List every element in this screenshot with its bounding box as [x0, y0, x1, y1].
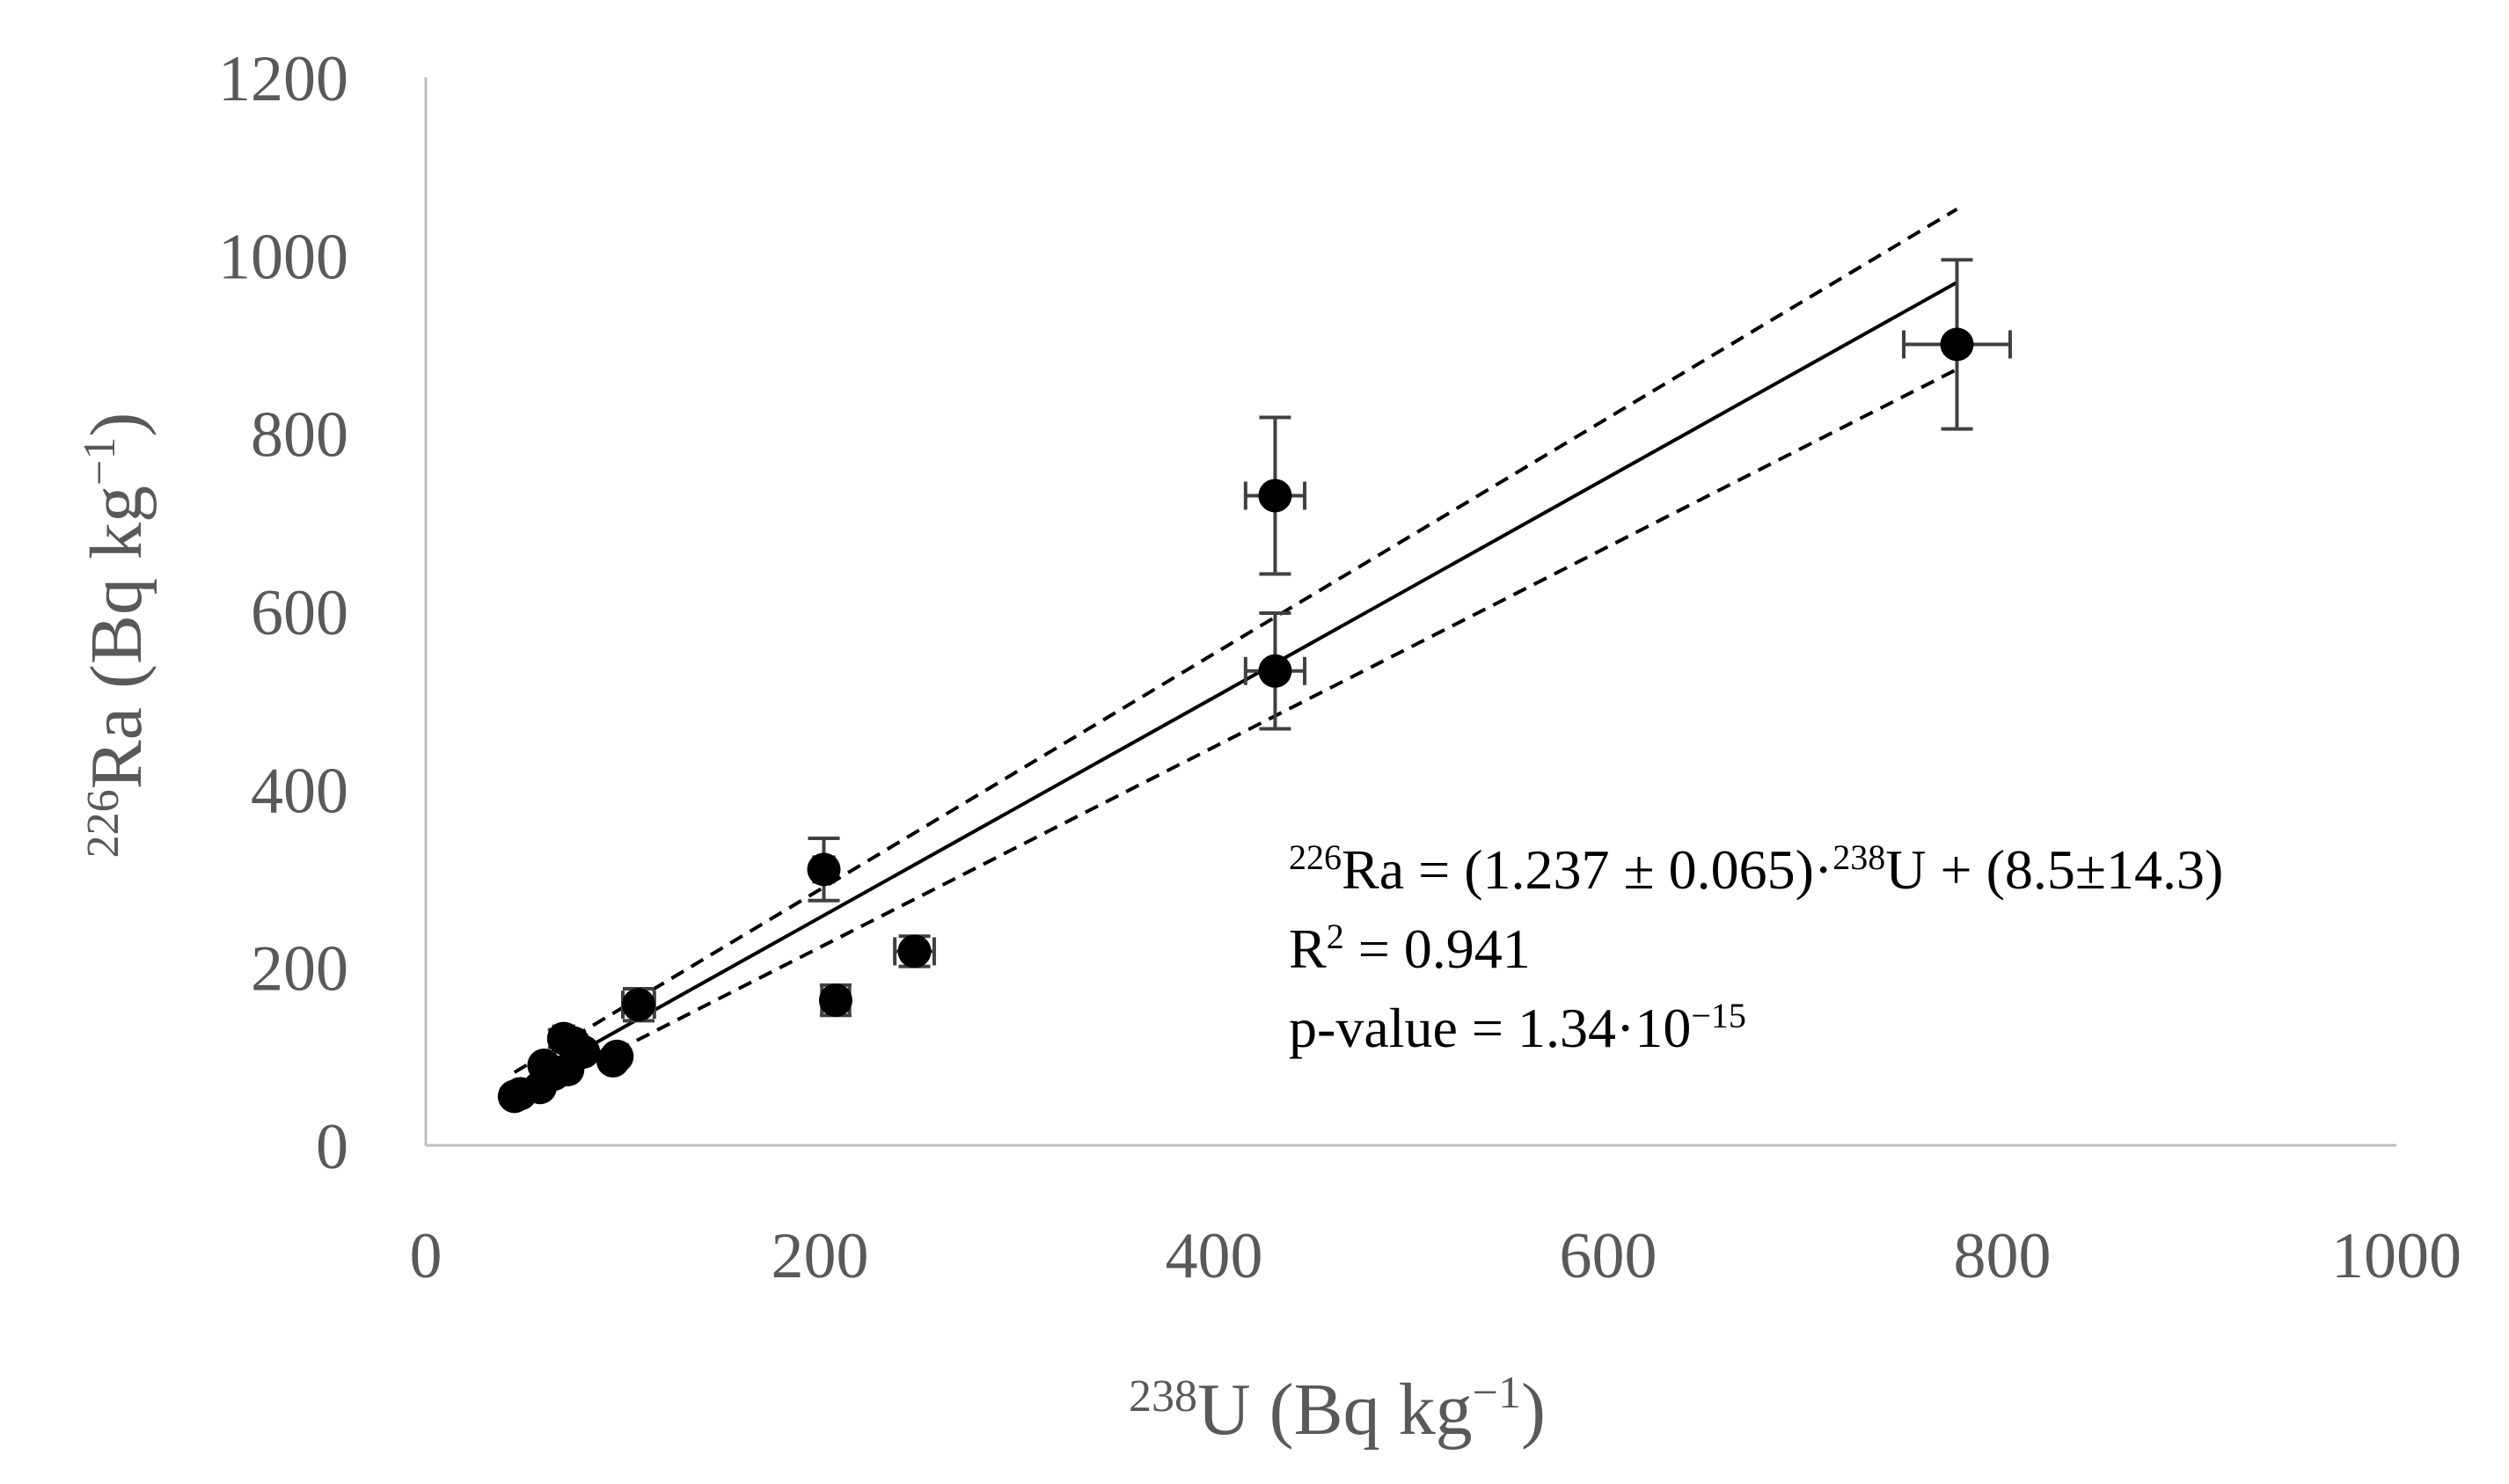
regression-equation: 226Ra = (1.237 ± 0.065)·238U + (8.5±14.3… — [1289, 837, 2223, 901]
data-point — [818, 983, 852, 1018]
x-tick-label: 0 — [410, 1220, 443, 1292]
x-axis: 0 200 400 600 800 1000 — [410, 1144, 2461, 1292]
x-tick-label: 200 — [772, 1220, 869, 1292]
y-tick-label: 400 — [251, 755, 348, 827]
p-value: p-value = 1.34·10−15 — [1289, 996, 1746, 1059]
y-tick-label: 0 — [316, 1111, 348, 1183]
r-squared: R2 = 0.941 — [1289, 917, 1531, 980]
y-axis-title: 226Ra (Bq kg−1) — [75, 413, 157, 859]
data-point — [807, 852, 841, 887]
y-tick-label: 200 — [251, 933, 348, 1005]
data-point — [1258, 654, 1292, 688]
data-point — [621, 988, 655, 1022]
regression-line — [513, 281, 1958, 1090]
x-tick-label: 1000 — [2331, 1220, 2461, 1292]
x-tick-label: 800 — [1954, 1220, 2052, 1292]
data-point — [1258, 479, 1292, 513]
y-tick-label: 800 — [251, 399, 348, 472]
x-tick-label: 600 — [1560, 1220, 1657, 1292]
plot-area — [497, 208, 2012, 1114]
data-point — [1940, 327, 1974, 362]
x-tick-label: 400 — [1166, 1220, 1263, 1292]
x-axis-title: 238U (Bq kg−1) — [1129, 1368, 1546, 1451]
confidence-band-upper — [513, 208, 1958, 1074]
y-tick-label: 1000 — [218, 221, 348, 293]
data-point — [567, 1034, 601, 1069]
confidence-band-lower — [513, 368, 1958, 1105]
data-point — [600, 1039, 634, 1073]
y-axis: 0 200 400 600 800 1000 1200 — [218, 43, 428, 1183]
data-point — [897, 934, 932, 969]
y-tick-label: 600 — [251, 577, 348, 649]
regression-annotation: 226Ra = (1.237 ± 0.065)·238U + (8.5±14.3… — [1289, 837, 2223, 1059]
y-tick-label: 1200 — [218, 43, 348, 115]
